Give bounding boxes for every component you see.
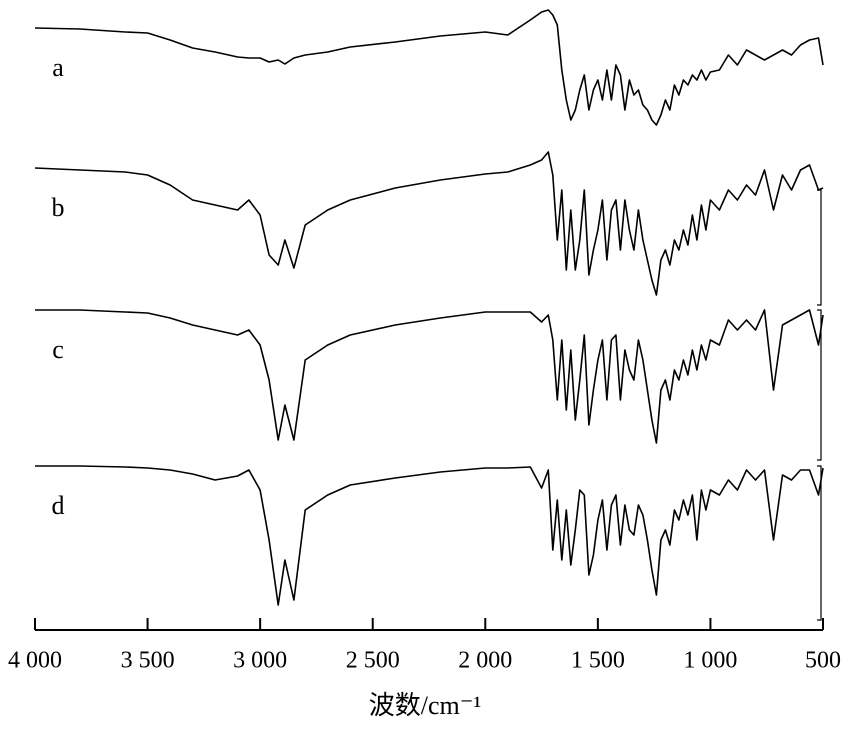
spectrum-line: [34, 151, 824, 296]
x-tick-label: 2 500: [346, 648, 400, 674]
spectrum-line: [34, 9, 824, 126]
series-label: d: [52, 491, 65, 520]
scale-bars: [817, 189, 822, 621]
x-tick-label: 4 000: [8, 648, 62, 674]
spectrum-line: [35, 309, 824, 444]
x-tick-label: 1 500: [571, 648, 625, 674]
series-label: b: [52, 193, 65, 222]
x-tick-label: 1 000: [683, 648, 737, 674]
x-tick-label: 2 000: [458, 648, 512, 674]
scale-bar: [817, 189, 822, 306]
spectrum-line: [35, 465, 824, 606]
series-label: c: [52, 335, 64, 364]
x-tick-label: 500: [805, 648, 841, 674]
scale-bar: [817, 309, 822, 461]
x-axis-label: 波数/cm⁻¹: [369, 691, 482, 720]
scale-bar: [817, 465, 822, 621]
series-label: a: [52, 53, 64, 82]
x-tick-label: 3 000: [233, 648, 287, 674]
x-tick-label: 3 500: [121, 648, 175, 674]
